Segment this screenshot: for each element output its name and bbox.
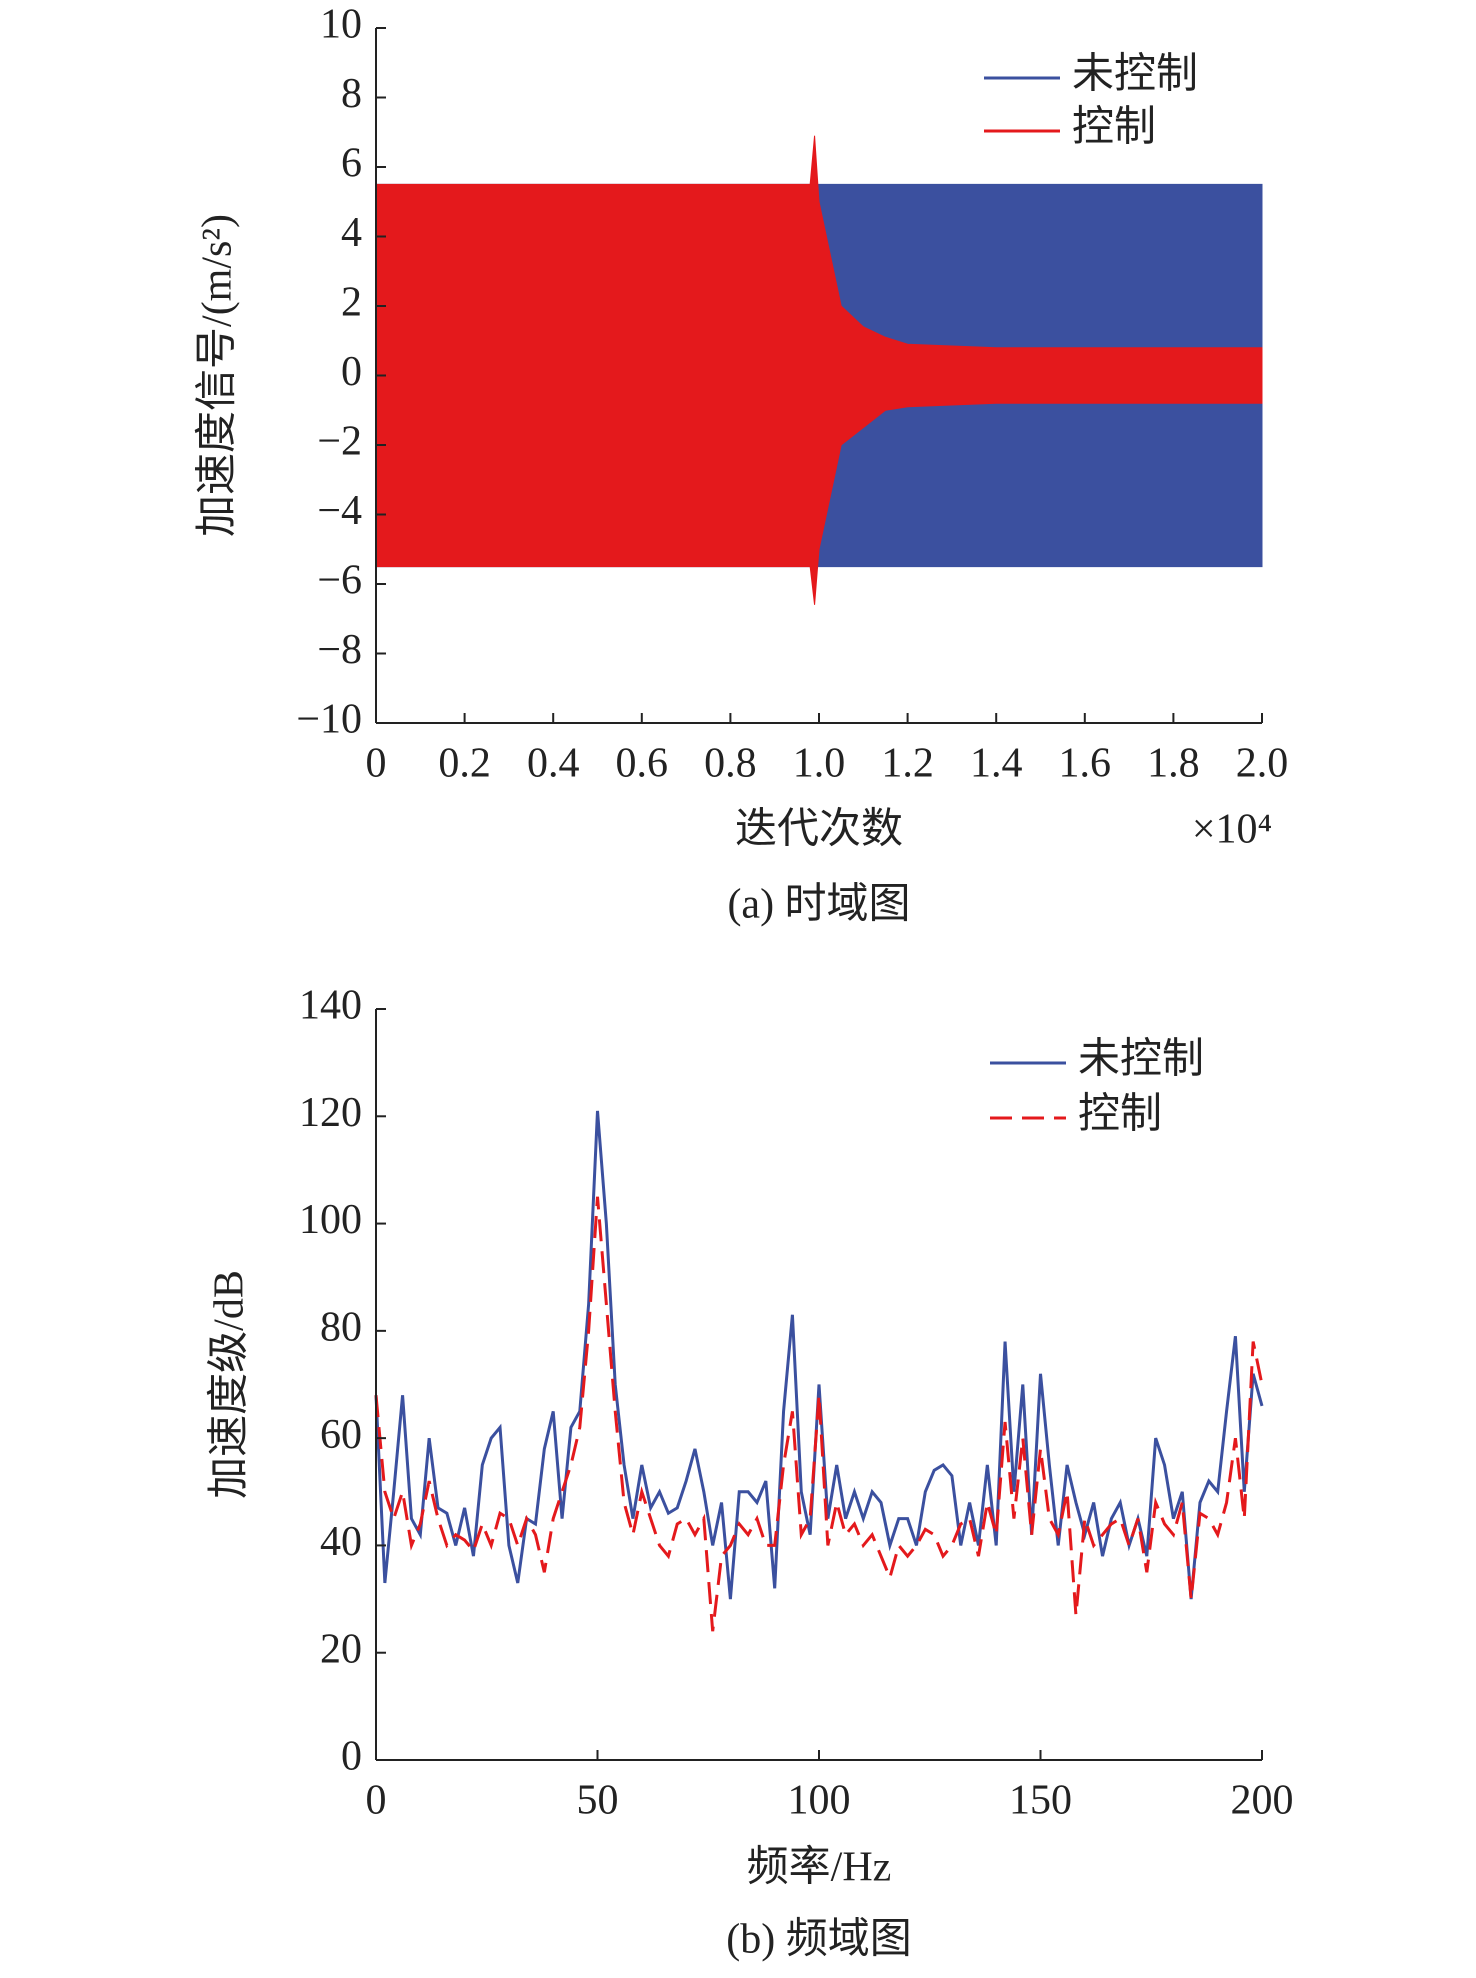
x-tick-label: 50 xyxy=(577,1778,619,1824)
y-tick-label: 10 xyxy=(320,2,362,48)
y-tick-label: −8 xyxy=(317,627,362,673)
y-tick-label: 80 xyxy=(320,1304,362,1350)
spectrum-line xyxy=(374,1196,1264,1632)
x-tick-label: 1.4 xyxy=(970,741,1023,787)
y-tick-label: 60 xyxy=(320,1412,362,1458)
y-tick-label: 100 xyxy=(299,1197,362,1243)
legend-label: 未控制 xyxy=(1072,52,1198,98)
signal-band xyxy=(375,135,1263,605)
x-tick-label: 0.6 xyxy=(616,741,669,787)
y-tick-label: 20 xyxy=(320,1626,362,1672)
y-tick-label: 2 xyxy=(341,280,362,326)
legend-label: 控制 xyxy=(1078,1092,1162,1138)
x-tick-label: 100 xyxy=(788,1778,851,1824)
y-tick-label: 6 xyxy=(341,141,362,187)
caption: (a) 时域图 xyxy=(727,882,910,928)
y-tick-label: 0 xyxy=(341,349,362,395)
y-axis-label: 加速度信号/(m/s²) xyxy=(195,214,241,537)
x-axis-label: 迭代次数 xyxy=(735,807,903,853)
x-tick-label: 1.0 xyxy=(793,741,846,787)
y-tick-label: −2 xyxy=(317,419,362,465)
x-tick-label: 150 xyxy=(1009,1778,1072,1824)
spectrum-line xyxy=(374,1110,1264,1600)
chart: 0 0.2 0.4 0.6 0.8 1.0 1.2 1.4 1.6 1.8 2.0 10 8 6 4 2 0 −2… xyxy=(195,2,1289,928)
y-tick-label: 8 xyxy=(341,71,362,117)
legend-label: 未控制 xyxy=(1078,1037,1204,1083)
x-axis-label: 频率/Hz xyxy=(747,1844,892,1891)
x-tick-label: 0 xyxy=(366,1778,387,1824)
y-tick-label: 4 xyxy=(341,210,362,256)
y-tick-label: −10 xyxy=(296,697,362,743)
legend-label: 控制 xyxy=(1072,105,1156,151)
y-tick-label: −4 xyxy=(317,488,362,534)
x-tick-label: 1.2 xyxy=(881,741,934,787)
x-tick-label: 2.0 xyxy=(1236,741,1289,787)
x-tick-label: 1.6 xyxy=(1059,741,1112,787)
chart: 0 50 100 150 200140120100806040200频率/Hz加速度级/… xyxy=(207,983,1294,1963)
x-tick-label: 0.4 xyxy=(527,741,580,787)
y-tick-label: 40 xyxy=(320,1519,362,1565)
y-tick-label: 120 xyxy=(299,1090,362,1136)
x-tick-label: 200 xyxy=(1231,1778,1294,1824)
x-tick-label: 0.2 xyxy=(438,741,491,787)
x-tick-label: 1.8 xyxy=(1147,741,1200,787)
y-tick-label: 0 xyxy=(341,1734,362,1780)
caption: (b) 频域图 xyxy=(726,1917,911,1963)
x-tick-label: 0.8 xyxy=(704,741,757,787)
x-multiplier: ×10⁴ xyxy=(1192,807,1272,853)
y-axis-label: 加速度级/dB xyxy=(207,1270,253,1499)
y-tick-label: 140 xyxy=(299,983,362,1029)
y-tick-label: −6 xyxy=(317,558,362,604)
x-tick-label: 0 xyxy=(366,741,387,787)
